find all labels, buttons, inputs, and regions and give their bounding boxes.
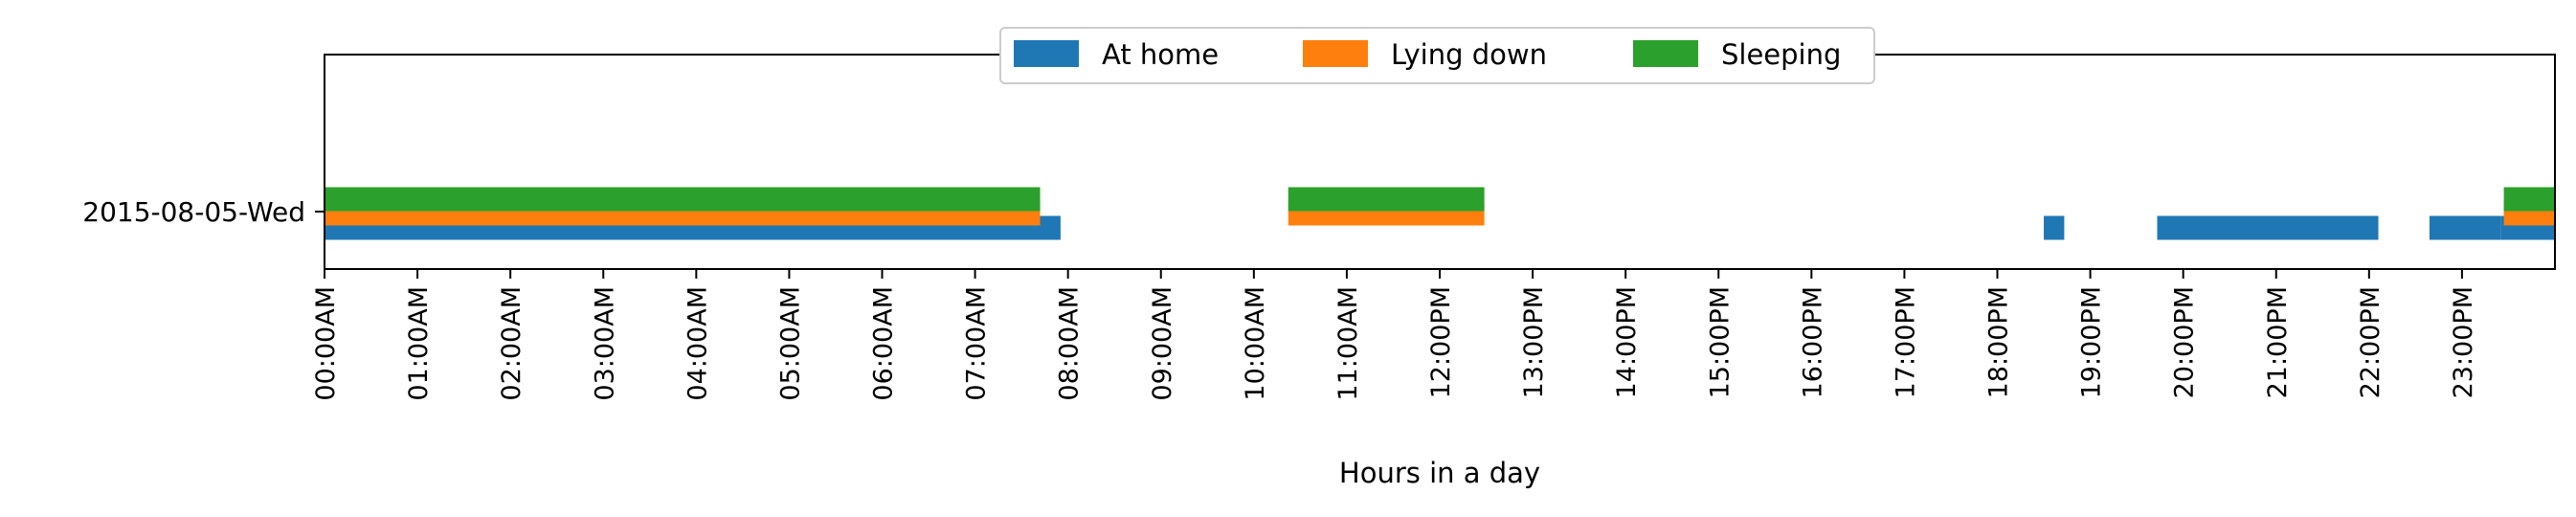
bar-at-home-3 xyxy=(2429,215,2501,240)
x-tick-label: 02:00AM xyxy=(497,286,526,401)
y-axis: 2015-08-05-Wed xyxy=(82,196,325,228)
x-tick-label: 06:00AM xyxy=(869,286,899,401)
y-tick-label: 2015-08-05-Wed xyxy=(82,196,305,228)
x-tick-label: 16:00PM xyxy=(1798,286,1827,398)
x-axis-label: Hours in a day xyxy=(1339,457,1540,489)
bar-at-home-2 xyxy=(2157,215,2379,240)
legend: At home Lying down Sleeping xyxy=(999,27,1875,84)
x-tick-label: 14:00PM xyxy=(1612,286,1642,398)
x-tick-label: 09:00AM xyxy=(1148,286,1177,401)
x-tick-label: 22:00PM xyxy=(2356,286,2386,398)
x-tick-label: 20:00PM xyxy=(2170,286,2200,398)
legend-label: Sleeping xyxy=(1721,38,1841,71)
x-tick-label: 18:00PM xyxy=(1984,286,2014,398)
legend-label: At home xyxy=(1102,38,1219,71)
x-tick-label: 11:00AM xyxy=(1333,286,1363,401)
bar-at-home-1 xyxy=(2044,215,2065,240)
x-tick-label: 01:00AM xyxy=(404,286,434,401)
x-tick-label: 13:00PM xyxy=(1519,286,1549,398)
x-tick-label: 10:00AM xyxy=(1241,286,1270,401)
legend-swatch-at-home xyxy=(1014,40,1079,67)
x-tick-label: 21:00PM xyxy=(2263,286,2293,398)
legend-swatch-sleeping xyxy=(1633,40,1698,67)
x-axis: 00:00AM 01:00AM 02:00AM 03:00AM 04:00AM 05:00… xyxy=(311,269,2478,401)
x-tick-label: 12:00PM xyxy=(1426,286,1456,398)
legend-label: Lying down xyxy=(1391,38,1547,71)
bar-sleeping-0 xyxy=(325,187,1041,212)
x-tick-label: 08:00AM xyxy=(1055,286,1085,401)
legend-swatch-lying-down xyxy=(1303,40,1368,67)
x-tick-label: 00:00AM xyxy=(311,286,341,401)
x-tick-label: 07:00AM xyxy=(962,286,992,401)
x-tick-label: 03:00AM xyxy=(590,286,619,401)
bar-sleeping-1 xyxy=(1288,187,1485,212)
bars-group xyxy=(325,187,2555,240)
x-tick-label: 19:00PM xyxy=(2077,286,2107,398)
x-tick-label: 17:00PM xyxy=(1891,286,1920,398)
bar-sleeping-2 xyxy=(2503,187,2555,212)
x-tick-label: 04:00AM xyxy=(683,286,712,401)
x-tick-label: 23:00PM xyxy=(2449,286,2478,398)
x-tick-label: 05:00AM xyxy=(775,286,805,401)
x-tick-label: 15:00PM xyxy=(1705,286,1735,398)
